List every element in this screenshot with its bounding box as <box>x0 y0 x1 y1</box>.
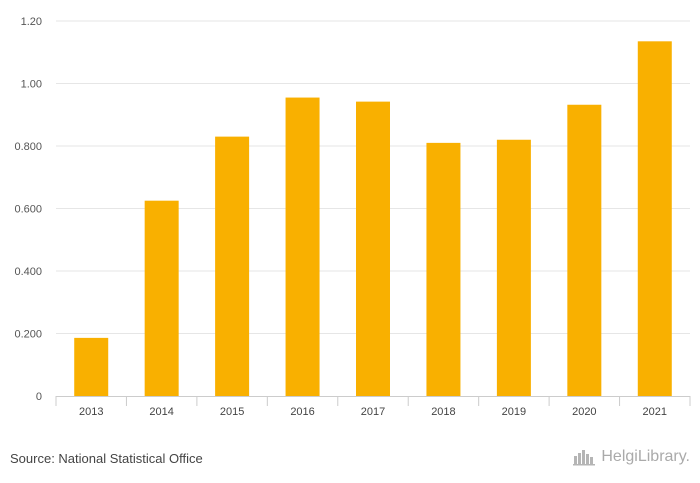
y-axis-ticks: 0 0.200 0.400 0.600 0.800 1.00 1.20 <box>14 16 42 403</box>
x-tick-label: 2021 <box>643 406 667 418</box>
x-tick-label: 2013 <box>79 406 103 418</box>
y-tick-label: 1.00 <box>21 79 42 91</box>
bar-2017 <box>356 101 390 396</box>
x-tick-label: 2016 <box>290 406 314 418</box>
y-tick-label: 0.200 <box>14 329 42 341</box>
y-tick-label: 0.800 <box>14 141 42 153</box>
x-tick-label: 2014 <box>149 406 173 418</box>
x-tick-label: 2017 <box>361 406 385 418</box>
bar-2015 <box>215 136 250 396</box>
x-tick-label: 2015 <box>220 406 244 418</box>
y-tick-label: 0 <box>36 391 42 403</box>
bar-2021 <box>637 41 672 396</box>
source-note: Source: National Statistical Office <box>10 451 203 466</box>
x-axis-ticks: 2013 2014 2015 2016 2017 2018 2019 2020 2021 <box>79 406 667 418</box>
bar-2016 <box>285 97 320 396</box>
library-icon <box>573 450 596 466</box>
x-tick-label: 2018 <box>431 406 455 418</box>
y-tick-label: 1.20 <box>21 16 42 28</box>
bar-2014 <box>144 200 179 396</box>
y-tick-label: 0.400 <box>14 266 42 278</box>
brand-name: HelgiLibrary. <box>601 448 690 465</box>
bar-2020 <box>567 104 602 396</box>
brand-logo: HelgiLibrary. <box>573 448 690 466</box>
x-axis <box>55 396 691 406</box>
bars <box>74 41 672 396</box>
x-tick-label: 2019 <box>502 406 526 418</box>
x-tick-label: 2020 <box>572 406 596 418</box>
bar-2018 <box>426 142 461 396</box>
bar-2013 <box>74 337 109 396</box>
y-tick-label: 0.600 <box>14 204 42 216</box>
bar-2019 <box>496 139 531 396</box>
